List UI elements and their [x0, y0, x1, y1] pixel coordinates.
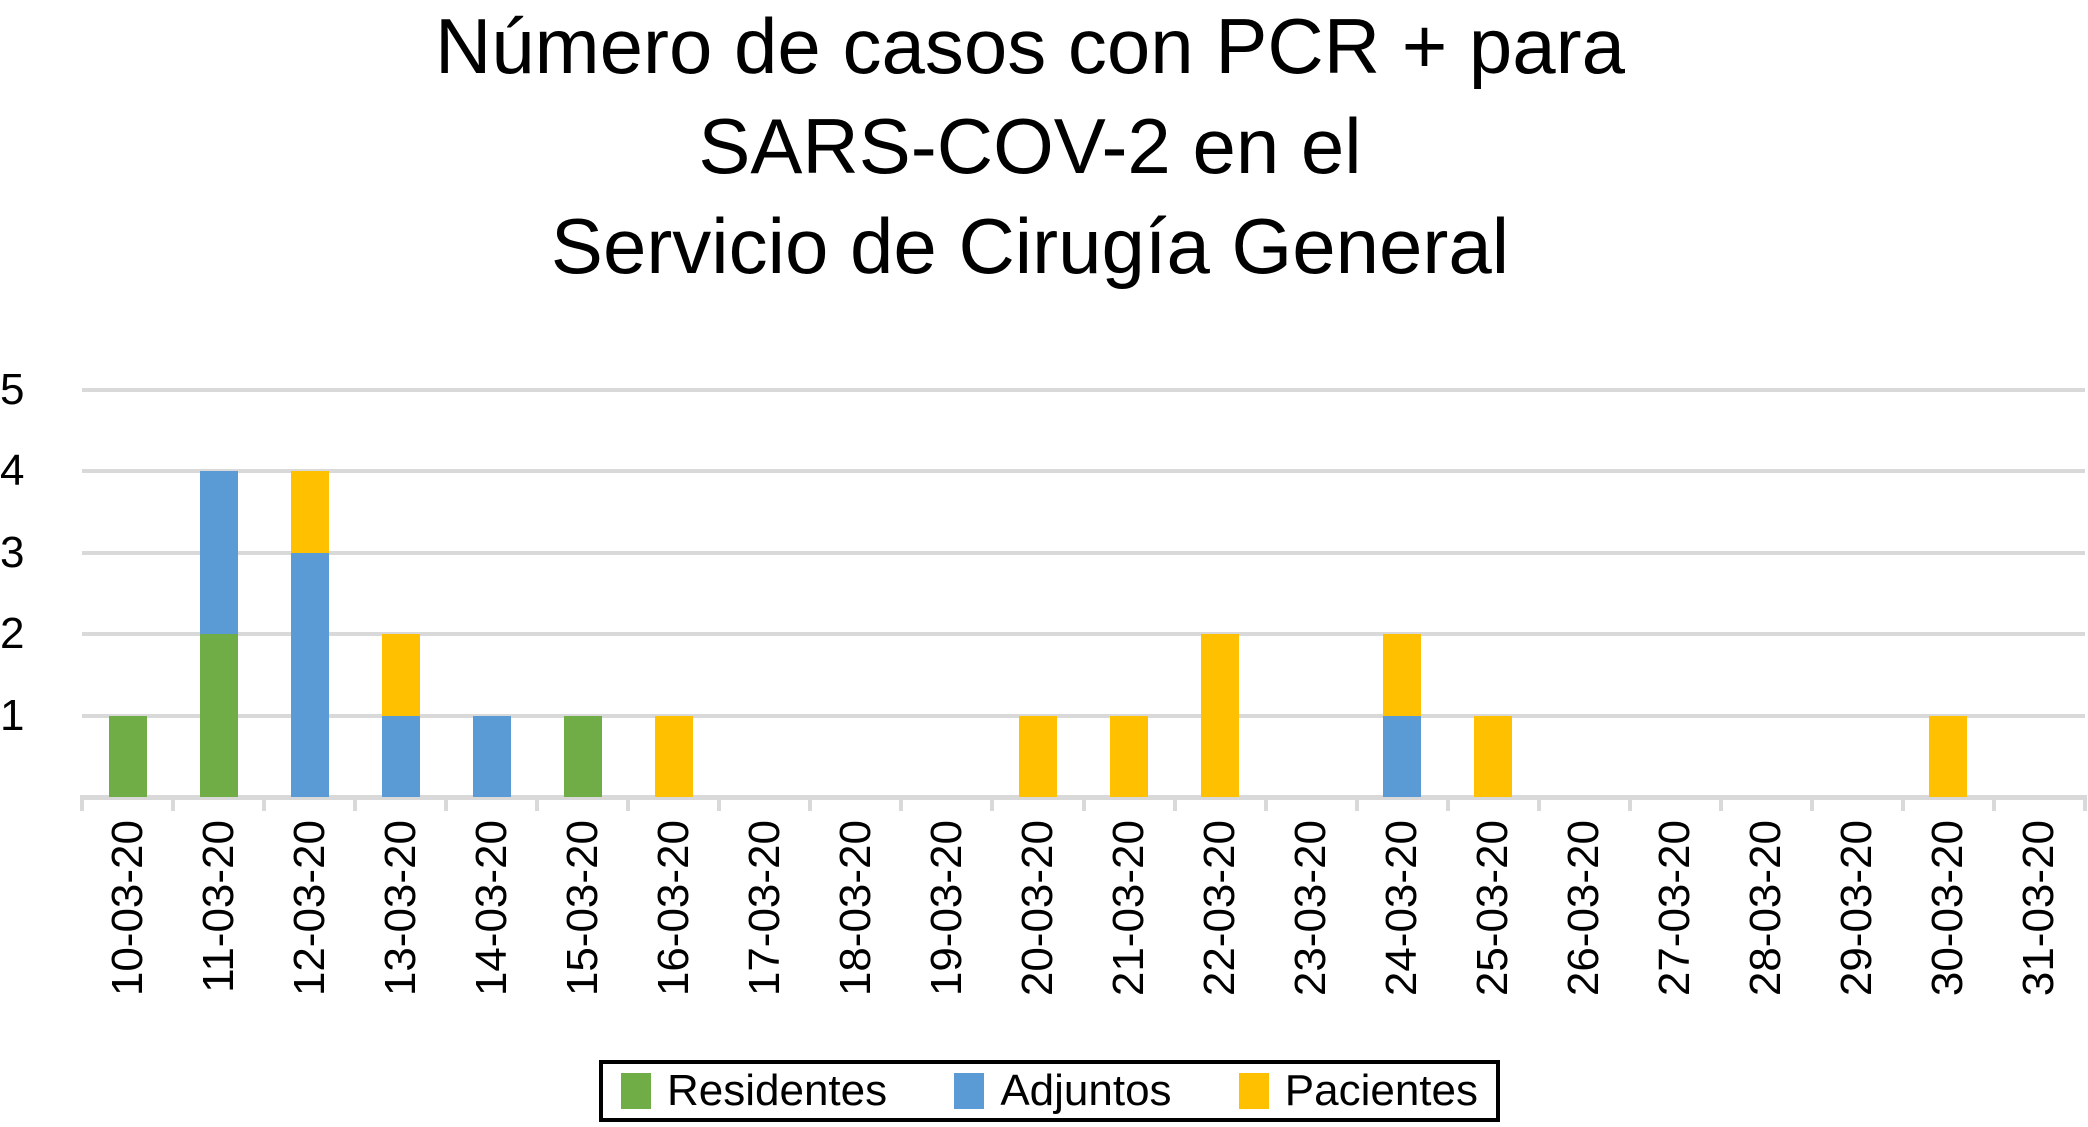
y-axis-label-3: 3 [0, 527, 25, 577]
x-axis-label-19-03-20: 19-03-20 [921, 820, 971, 997]
gridline-y1 [82, 713, 2085, 718]
bar-segment-adjuntos-13-03-20 [381, 715, 420, 797]
x-axis-label-28-03-20: 28-03-20 [1741, 820, 1791, 997]
x-axis-label-10-03-20: 10-03-20 [102, 820, 152, 997]
adjuntos-swatch-icon [954, 1073, 985, 1109]
x-axis-label-21-03-20: 21-03-20 [1104, 820, 1154, 997]
x-axis-tick [808, 795, 813, 811]
x-axis-tick [1718, 795, 1723, 811]
x-axis-tick [1809, 795, 1814, 811]
gridline-y3 [82, 550, 2085, 555]
bar-segment-residentes-11-03-20 [199, 634, 238, 797]
bar-segment-pacientes-13-03-20 [381, 634, 420, 716]
gridline-y2 [82, 632, 2085, 636]
x-axis-label-16-03-20: 16-03-20 [648, 820, 698, 997]
legend-label-residentes: Residentes [667, 1066, 888, 1115]
bar-segment-pacientes-22-03-20 [1201, 634, 1240, 797]
chart-title-line-1: Número de casos con PCR + para [434, 2, 1626, 90]
x-axis-tick [1900, 795, 1905, 811]
x-axis-tick [171, 795, 176, 811]
x-axis-label-27-03-20: 27-03-20 [1650, 820, 1700, 997]
x-axis-tick [2083, 795, 2087, 811]
x-axis-tick [1445, 795, 1450, 811]
pacientes-swatch-icon [1238, 1073, 1269, 1109]
gridline-y4 [82, 469, 2085, 473]
x-axis-label-12-03-20: 12-03-20 [284, 820, 334, 997]
residentes-swatch-icon [621, 1073, 651, 1109]
y-axis-label-1: 1 [0, 690, 25, 740]
legend-item-residentes: Residentes [621, 1067, 887, 1115]
bar-segment-pacientes-20-03-20 [1018, 715, 1057, 797]
x-axis-tick [444, 795, 449, 811]
x-axis-tick [1263, 795, 1268, 811]
bar-segment-adjuntos-24-03-20 [1383, 715, 1422, 797]
x-axis-label-14-03-20: 14-03-20 [466, 820, 516, 997]
x-axis-tick [1172, 795, 1177, 811]
x-axis-label-26-03-20: 26-03-20 [1559, 820, 1609, 997]
x-axis-tick [626, 795, 631, 811]
x-axis-label-25-03-20: 25-03-20 [1468, 820, 1518, 997]
x-axis-label-23-03-20: 23-03-20 [1286, 820, 1336, 997]
bar-segment-pacientes-21-03-20 [1110, 715, 1149, 797]
x-axis-tick [1354, 795, 1359, 811]
y-axis-label-4: 4 [0, 446, 25, 495]
bar-segment-residentes-10-03-20 [108, 715, 147, 797]
legend: Residentes Adjuntos Pacientes [599, 1060, 1500, 1122]
chart-title-line-2: SARS-COV-2 en el [698, 102, 1362, 190]
bar-segment-pacientes-25-03-20 [1474, 715, 1513, 797]
x-axis-tick [1627, 795, 1632, 811]
bar-segment-pacientes-24-03-20 [1383, 634, 1422, 716]
x-axis-label-13-03-20: 13-03-20 [375, 820, 425, 997]
x-axis-tick [262, 795, 267, 811]
x-axis-tick [535, 795, 540, 811]
bar-segment-pacientes-30-03-20 [1929, 715, 1968, 797]
x-axis-tick [353, 795, 358, 811]
x-axis-tick [899, 795, 904, 811]
bar-segment-adjuntos-11-03-20 [199, 471, 238, 634]
gridline-y5 [82, 387, 2085, 392]
x-axis-tick [1536, 795, 1541, 811]
bar-segment-adjuntos-14-03-20 [472, 715, 511, 797]
x-axis-label-30-03-20: 30-03-20 [1923, 820, 1973, 997]
legend-item-pacientes: Pacientes [1238, 1066, 1478, 1115]
legend-item-adjuntos: Adjuntos [954, 1066, 1172, 1115]
x-axis-label-11-03-20: 11-03-20 [193, 820, 243, 993]
x-axis-tick [990, 795, 995, 811]
bar-segment-pacientes-12-03-20 [290, 471, 329, 553]
legend-label-pacientes: Pacientes [1284, 1066, 1478, 1115]
x-axis-label-22-03-20: 22-03-20 [1195, 820, 1245, 997]
x-axis-tick [1081, 795, 1086, 811]
x-axis-label-17-03-20: 17-03-20 [739, 820, 789, 997]
x-axis-label-20-03-20: 20-03-20 [1012, 820, 1062, 997]
legend-label-adjuntos: Adjuntos [1000, 1066, 1172, 1115]
y-axis-label-2: 2 [0, 609, 25, 658]
x-axis-label-15-03-20: 15-03-20 [557, 820, 607, 997]
x-axis-tick [1991, 795, 1996, 811]
x-axis-label-29-03-20: 29-03-20 [1832, 820, 1882, 997]
x-axis-label-31-03-20: 31-03-20 [2014, 820, 2064, 997]
bar-segment-adjuntos-12-03-20 [290, 552, 329, 797]
x-axis-tick [717, 795, 722, 811]
x-axis-tick [80, 795, 84, 811]
chart-title-line-3: Servicio de Cirugía General [550, 202, 1510, 290]
x-axis-label-18-03-20: 18-03-20 [830, 820, 880, 997]
bar-segment-pacientes-16-03-20 [654, 715, 693, 797]
bar-segment-residentes-15-03-20 [563, 715, 602, 797]
x-axis-label-24-03-20: 24-03-20 [1377, 820, 1427, 997]
chart-title: Número de casos con PCR + para SARS-COV-… [0, 0, 2060, 296]
y-axis-label-5: 5 [0, 364, 25, 414]
